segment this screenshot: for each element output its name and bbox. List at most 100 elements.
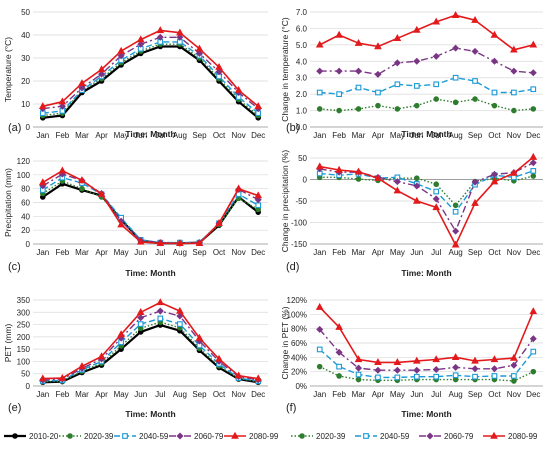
x-axis-label: Time: Month [125, 129, 175, 139]
y-tick-label: 60% [291, 339, 307, 348]
x-tick-label: May [390, 390, 405, 399]
x-axis-label: Time: Month [401, 268, 451, 278]
data-point [97, 65, 106, 73]
x-tick-label: Apr [372, 390, 385, 399]
x-tick-label: Jul [431, 131, 441, 140]
x-tick-label: Feb [332, 248, 346, 257]
data-point [156, 26, 165, 34]
legend-label: 2010-20 [29, 432, 59, 441]
data-point [336, 363, 342, 370]
data-point [374, 70, 382, 78]
series-line [319, 162, 534, 232]
data-point [393, 178, 401, 186]
x-tick-label: May [114, 131, 129, 140]
data-point [156, 239, 165, 247]
y-tick-label: 0 [26, 240, 31, 249]
data-point [452, 74, 459, 81]
data-point [413, 83, 420, 89]
series-2080-99 [315, 152, 538, 248]
data-point [156, 298, 165, 306]
data-point [374, 358, 382, 366]
legend-item: 2040-59 [355, 432, 410, 441]
data-point [117, 52, 125, 60]
x-tick-label: Nov [232, 131, 246, 140]
series-line [319, 306, 535, 364]
legend-marker [176, 432, 184, 440]
data-point [413, 182, 421, 190]
data-point [215, 68, 223, 76]
data-point [490, 177, 499, 185]
x-tick-label: Feb [55, 390, 69, 399]
x-axis-label: Time: Month [401, 409, 451, 419]
x-axis-label: Time: Month [125, 409, 175, 419]
data-point [394, 81, 401, 88]
y-axis-label: Change in PET (%) [280, 306, 290, 379]
data-point [336, 107, 342, 114]
legend-label: 2060-79 [444, 432, 474, 441]
data-point [529, 40, 538, 48]
data-point [511, 373, 517, 379]
data-point [490, 170, 498, 178]
data-point [432, 355, 441, 363]
data-point [97, 189, 106, 197]
y-tick-label: 100 [17, 357, 31, 366]
x-tick-label: Feb [332, 390, 346, 399]
data-point [176, 239, 184, 247]
y-tick-label: 50 [298, 154, 307, 163]
data-point [176, 306, 184, 314]
x-tick-label: Feb [55, 131, 69, 140]
data-point [529, 307, 538, 315]
data-point [451, 353, 460, 361]
data-point [355, 371, 362, 378]
data-point [432, 366, 440, 374]
y-tick-label: 60 [21, 199, 30, 208]
data-point [254, 196, 262, 204]
y-axis-label: Change in temperature (°C) [280, 17, 290, 122]
data-point [117, 46, 125, 54]
y-tick-label: 4.0 [296, 57, 308, 66]
legend-right: 2020-39 2040-59 2060-79 2080-99 [291, 431, 538, 441]
series-2040-59 [316, 346, 537, 381]
series-2080-99 [315, 11, 538, 53]
y-axis-label: Change in precipitation (%) [280, 150, 290, 253]
data-point [58, 102, 66, 110]
y-tick-label: 100 [17, 171, 31, 180]
data-point [432, 52, 440, 60]
data-point [336, 373, 342, 379]
series-2010-20 [39, 181, 262, 247]
data-point [490, 30, 499, 38]
data-point [413, 366, 421, 374]
data-point [58, 373, 67, 381]
y-tick-label: -50 [295, 197, 307, 206]
legend-marker [12, 433, 18, 439]
data-point [78, 79, 86, 86]
data-point [234, 371, 243, 379]
series-line [319, 156, 534, 246]
x-tick-label: Jun [410, 248, 423, 257]
data-point [491, 373, 498, 379]
data-point [393, 358, 402, 366]
x-tick-label: Feb [332, 131, 346, 140]
x-tick-label: Jan [36, 248, 49, 257]
y-tick-label: 80% [291, 325, 307, 334]
x-tick-label: Aug [173, 248, 187, 257]
x-tick-label: Sep [468, 390, 483, 399]
data-point [490, 355, 499, 363]
y-tick-label: 300 [17, 308, 31, 317]
y-tick-label: 40 [21, 31, 30, 40]
data-point [393, 34, 402, 41]
legend-item: 2020-39 [291, 432, 346, 441]
series-line [42, 317, 259, 382]
x-tick-label: Jan [313, 390, 326, 399]
x-tick-label: Jul [431, 390, 441, 399]
data-point [511, 107, 517, 114]
y-tick-label: 200 [17, 333, 31, 342]
y-tick-label: 0.0 [296, 123, 308, 132]
series-2010-20 [39, 43, 262, 121]
panel-b: 0.0 1.0 2.0 3.0 4.0 5.0 6.0 7.0 Jan Feb Mar Apr May J… [280, 8, 543, 278]
series-2080-99 [38, 26, 263, 109]
data-point [315, 40, 324, 48]
legend-label: 2020-39 [316, 432, 346, 441]
data-point [471, 15, 479, 23]
x-tick-label: Nov [232, 248, 246, 257]
